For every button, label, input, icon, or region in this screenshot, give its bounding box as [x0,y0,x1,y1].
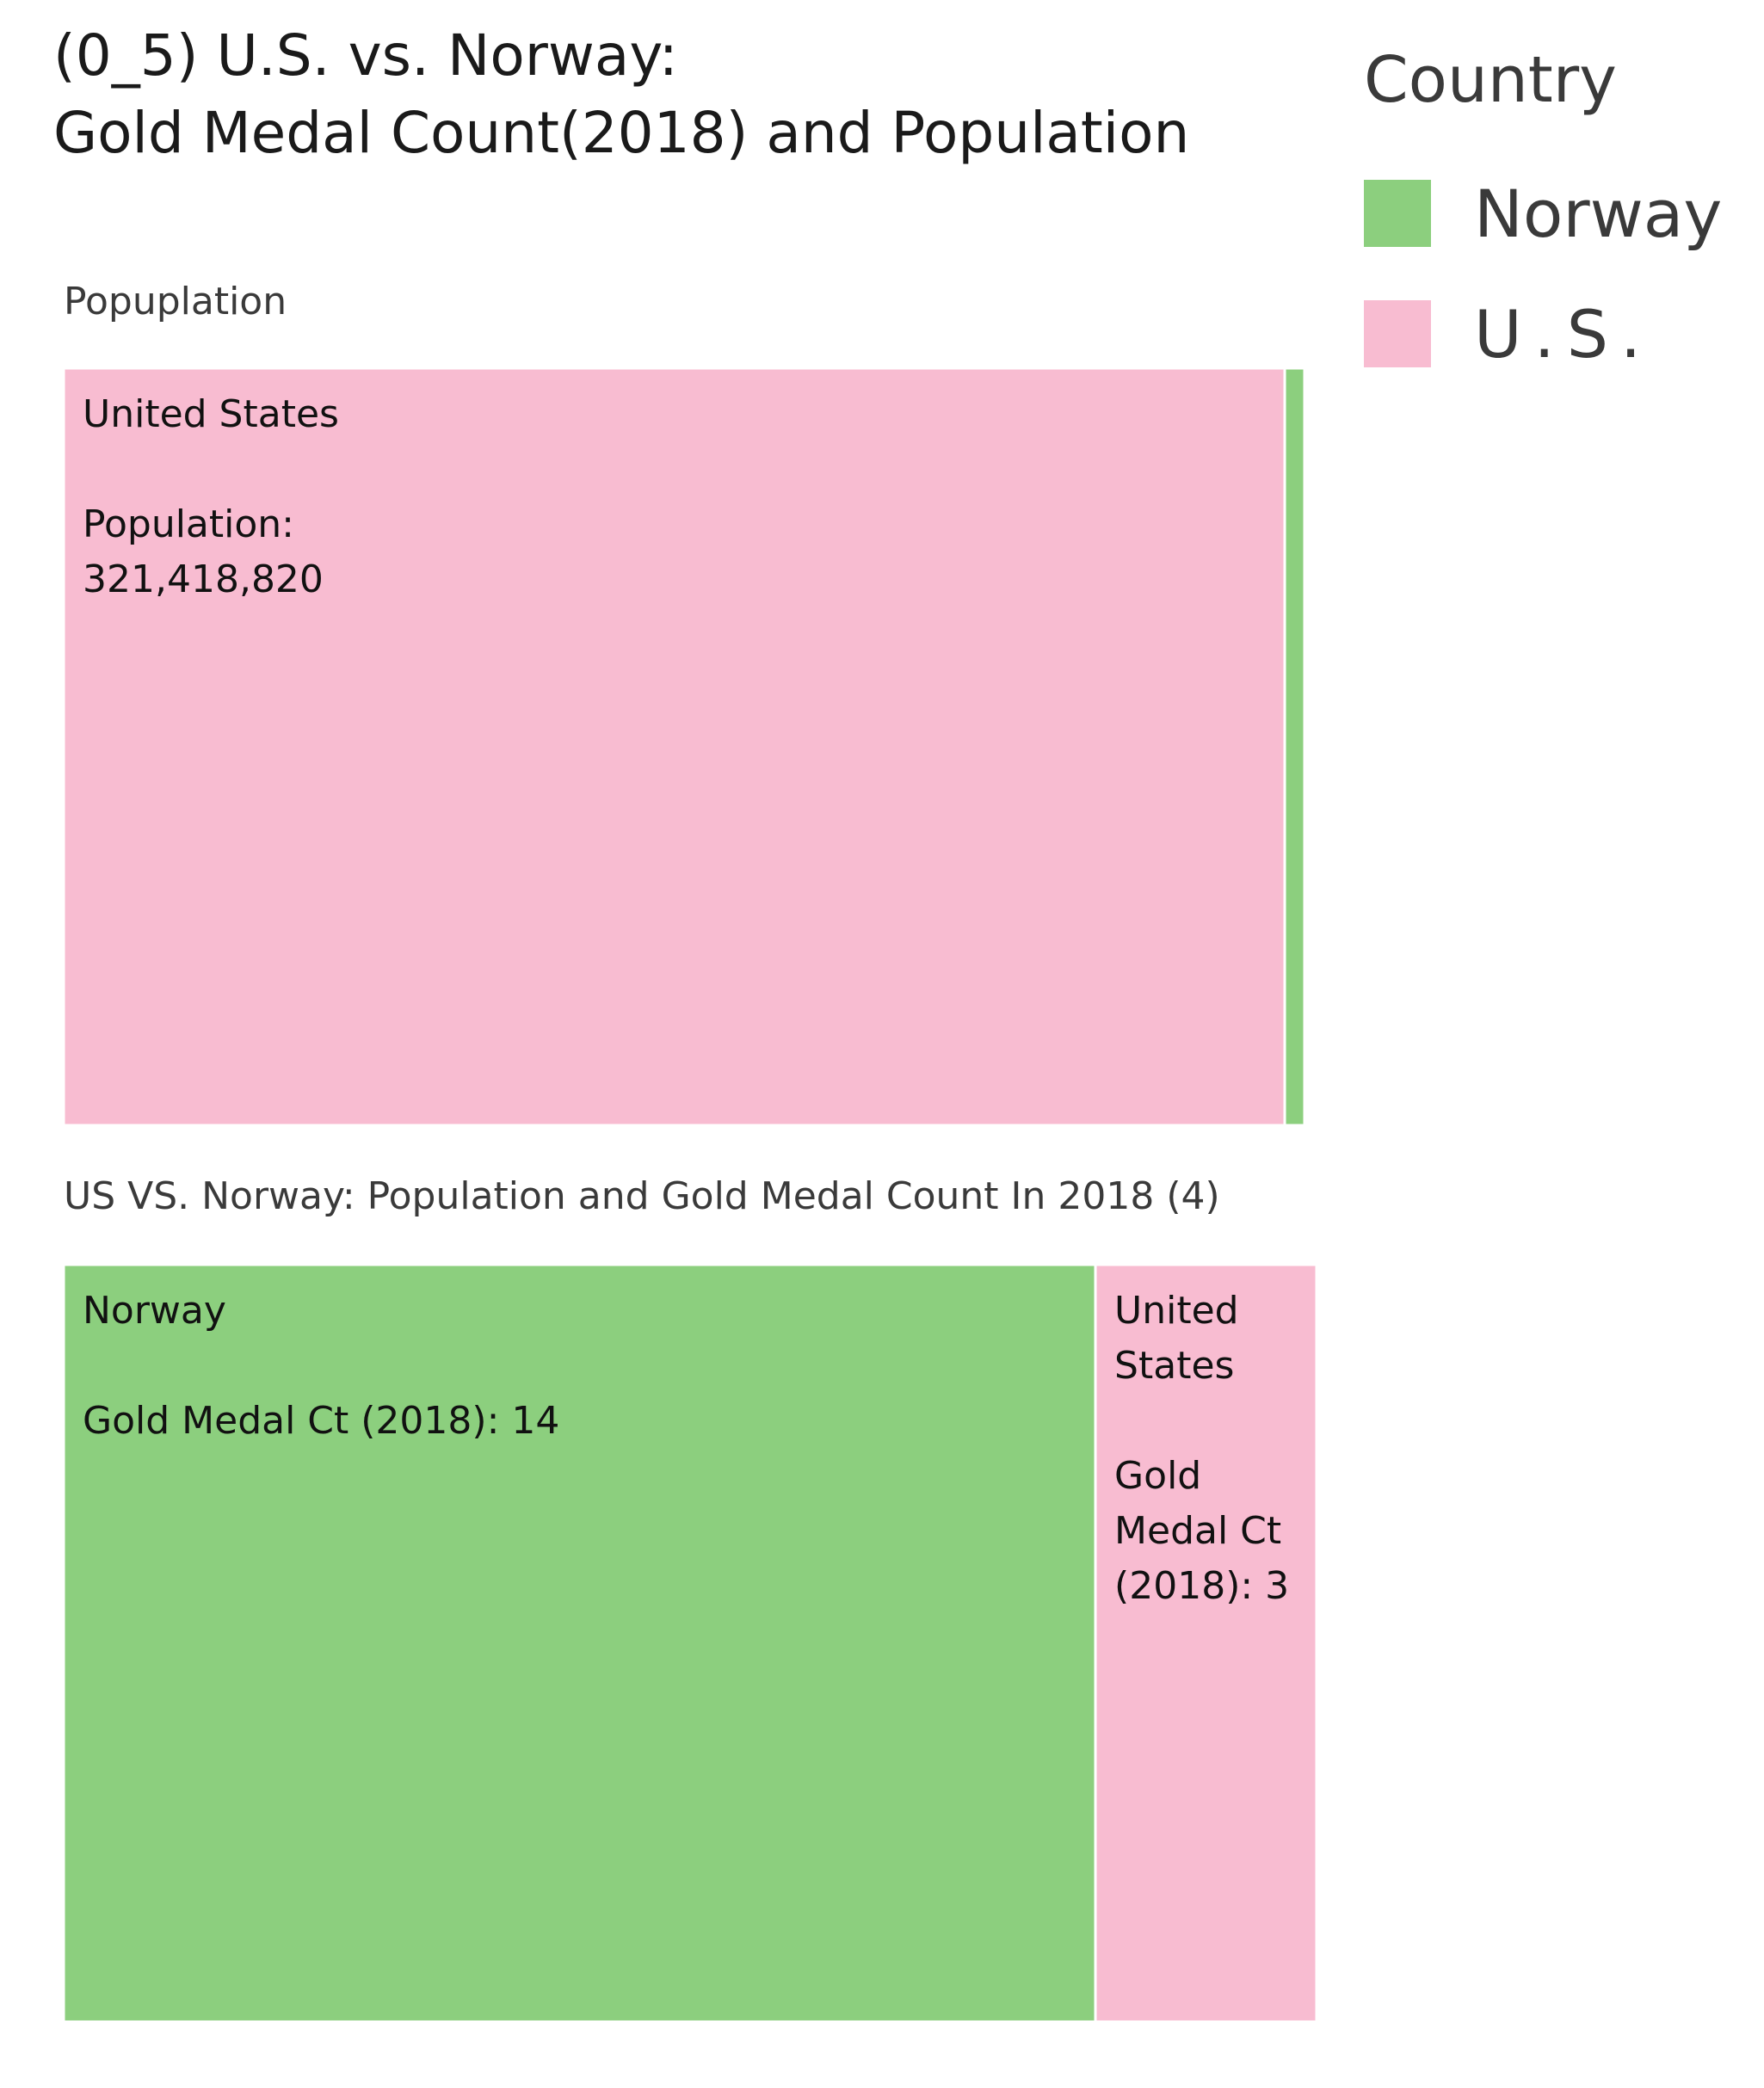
panel-label-population: Popuplation [64,280,287,323]
tile-norway[interactable] [1283,368,1304,1125]
legend: Country Norway U.S. [1364,43,1722,394]
treemap-svg [64,368,1304,1125]
legend-title: Country [1364,43,1617,117]
legend-label-us: U.S. [1474,295,1654,373]
legend-swatch-us [1364,300,1431,367]
legend-item-norway[interactable]: Norway [1364,153,1722,274]
tile-norway[interactable] [64,1265,1097,2022]
treemap-population: United States Population: 321,418,820 [64,368,1304,1125]
chart-title-line-1: (0_5) U.S. vs. Norway: [53,22,678,89]
chart-title: (0_5) U.S. vs. Norway: Gold Medal Count(… [53,17,1189,172]
legend-swatch-norway [1364,180,1431,247]
tile-us[interactable] [64,368,1286,1125]
treemap-svg [64,1265,1317,2022]
chart-title-line-2: Gold Medal Count(2018) and Population [53,100,1190,166]
legend-item-us[interactable]: U.S. [1364,274,1722,394]
legend-label-norway: Norway [1474,175,1723,252]
panel-label-gold-medals: US VS. Norway: Population and Gold Medal… [64,1174,1220,1218]
treemap-gold-medals: Norway Gold Medal Ct (2018): 14 United St… [64,1265,1317,2022]
tile-us[interactable] [1094,1265,1317,2022]
